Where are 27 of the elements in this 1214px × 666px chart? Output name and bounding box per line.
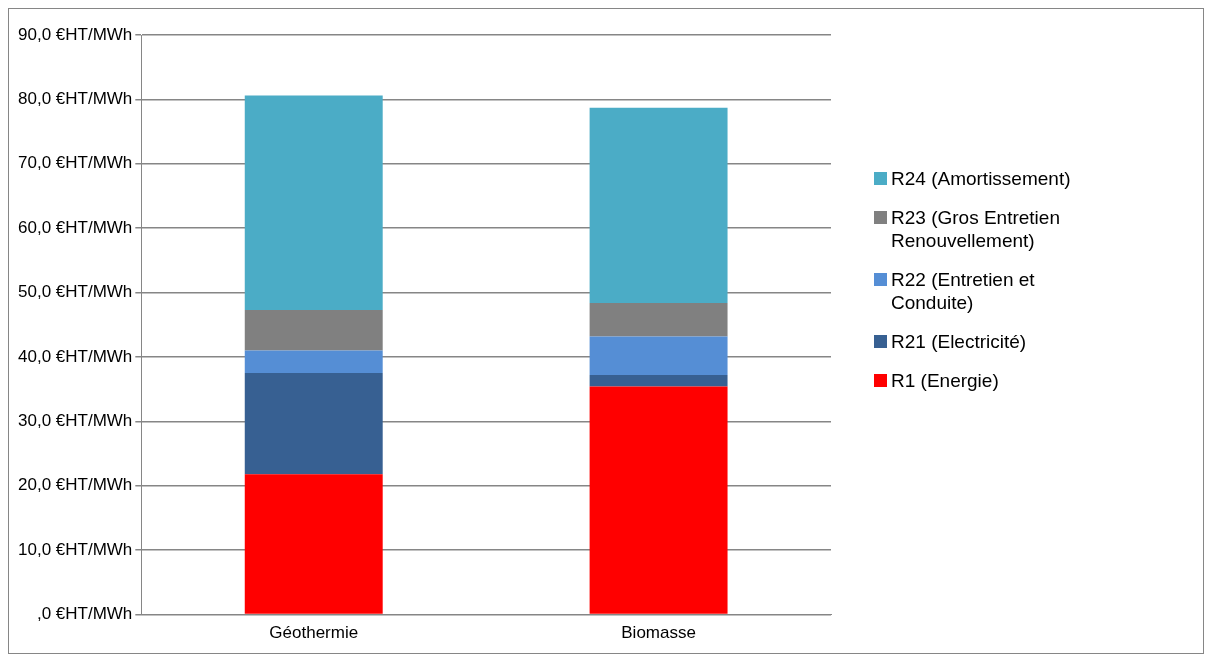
y-tick-label: 10,0 €HT/MWh — [18, 539, 133, 559]
y-tick-label: 90,0 €HT/MWh — [18, 24, 133, 44]
y-tick-label: 20,0 €HT/MWh — [18, 475, 133, 495]
bar — [244, 474, 383, 614]
x-tick-label: Biomasse — [621, 623, 696, 643]
legend-label: R1 (Energie) — [891, 369, 1000, 392]
legend-label: R23 (Gros Entretien Renouvellement) — [891, 206, 1061, 252]
y-tick-label: 70,0 €HT/MWh — [18, 153, 133, 173]
x-tick-label: Géothermie — [269, 623, 359, 643]
bar — [589, 302, 728, 337]
bar — [244, 373, 383, 475]
bar — [244, 95, 383, 310]
legend-label: R24 (Amortissement) — [891, 167, 1072, 190]
y-tick-label: 30,0 €HT/MWh — [18, 411, 133, 431]
bar — [589, 386, 728, 614]
y-tick-label: ,0 €HT/MWh — [36, 604, 133, 624]
y-tick-label: 40,0 €HT/MWh — [18, 346, 133, 366]
y-tick-label: 60,0 €HT/MWh — [18, 217, 133, 237]
bar — [589, 107, 728, 303]
bar — [589, 336, 728, 376]
legend-label: R22 (Entretien et Conduite) — [891, 268, 1036, 314]
bar — [244, 309, 383, 351]
bar — [589, 375, 728, 387]
bar — [244, 350, 383, 374]
y-tick-label: 50,0 €HT/MWh — [18, 282, 133, 302]
legend-label: R21 (Electricité) — [891, 330, 1028, 353]
y-tick-label: 80,0 €HT/MWh — [18, 89, 133, 109]
